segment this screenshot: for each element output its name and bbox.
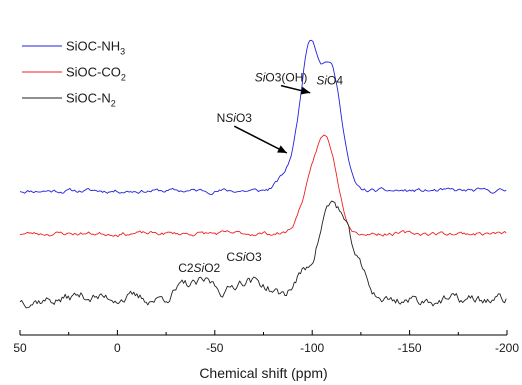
annotation-label-3: CSiO3 [226,250,262,264]
x-tick-label: -200 [495,341,519,355]
legend-label-subscript: 2 [121,73,126,83]
annotation-label-4: C2SiO2 [178,261,220,275]
annotation-part: N [217,111,226,125]
x-tick-label: -50 [206,341,224,355]
series-layer [19,39,507,309]
series-line-0 [19,39,507,196]
annotation-part: Si [235,250,246,264]
x-tick-label: 50 [13,341,27,355]
legend-label-main: SiOC-NH [66,39,120,54]
x-axis: 50 0 -50 -100 -150 -200 Chemical shift (ppm) [13,330,519,381]
annotation-part: O3(OH) [265,71,307,85]
x-tick-label: -150 [398,341,422,355]
annotation-part: O3 [246,250,262,264]
legend-label-0: SiOC-NH3 [66,39,125,57]
x-tick-label: 0 [114,341,121,355]
annotation-arrowhead [277,145,287,153]
legend-label-subscript: 2 [111,99,116,109]
x-tick-label: -100 [300,341,324,355]
legend-label-subscript: 3 [120,47,125,57]
series-line-1 [19,134,507,238]
annotation-part: Si [225,111,236,125]
annotation-label-2: NSiO3 [217,111,253,125]
x-axis-title: Chemical shift (ppm) [199,365,327,381]
legend-label-main: SiOC-CO [66,65,121,80]
series-line-2 [19,200,507,309]
legend-label-main: SiOC-N [66,91,111,106]
annotation-part: Si [255,71,266,85]
annotation-part: C2 [178,261,194,275]
annotation-arrowhead [300,86,311,95]
annotation-part: Si [316,73,327,87]
annotation-arrow [233,125,288,154]
annotation-part: O4 [327,73,343,87]
annotation-part: Si [194,261,205,275]
legend-label-2: SiOC-N2 [66,91,116,109]
legend-label-1: SiOC-CO2 [66,65,126,83]
annotation-part: O2 [204,261,220,275]
annotation-part: O3 [236,111,252,125]
annotation-label-1: SiO4 [316,73,343,87]
annotation-part: C [226,250,235,264]
annotation-label-0: SiO3(OH) [255,71,308,85]
